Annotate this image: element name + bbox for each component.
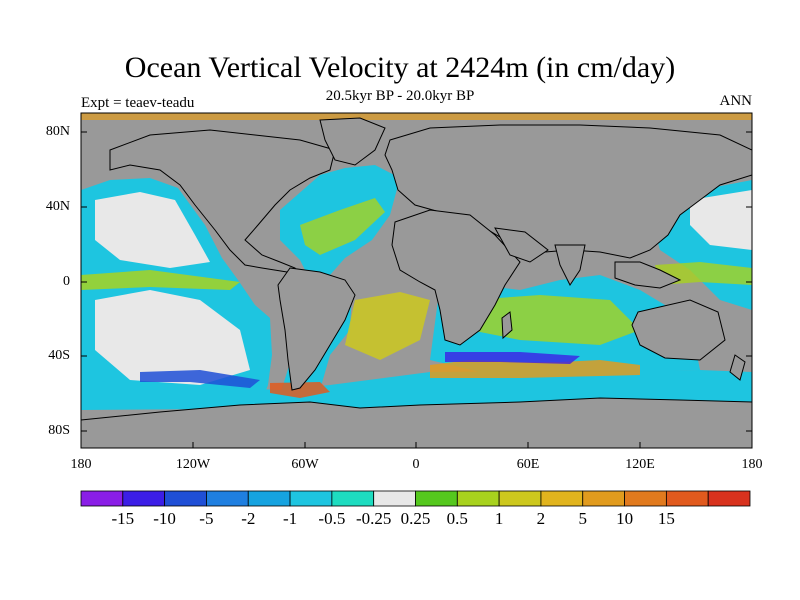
lon-label-120e: 120E [625, 457, 655, 472]
lon-label-180w: 180 [70, 457, 92, 472]
experiment-label: Expt = teaev-teadu [81, 95, 195, 111]
colorbar-swatch [80, 490, 124, 507]
colorbar-swatch [331, 490, 375, 507]
colorbar-label: 1 [494, 509, 504, 528]
eurasia [384, 124, 752, 259]
colorbar-swatch [624, 490, 667, 507]
lat-label-40n: 40N [45, 199, 70, 214]
arabia [494, 227, 549, 263]
lon-label-180e: 180 [741, 457, 763, 472]
ocean-pacific-east-calm2 [95, 290, 250, 385]
ocean-pacific-east-green [81, 270, 240, 290]
colorbar-label: -0.25 [355, 509, 392, 528]
colorbar-swatch [456, 490, 500, 507]
colorbar-label: -15 [111, 509, 135, 528]
colorbar-label: 15 [657, 509, 675, 528]
lon-label-120w: 120W [175, 457, 211, 472]
colorbar-label: -0.5 [318, 509, 346, 528]
lat-ticks [81, 131, 752, 432]
colorbar-swatch [707, 490, 751, 507]
colorbar-label: 0.25 [400, 509, 431, 528]
colorbar-swatch [582, 490, 625, 507]
ocean-nw-pacific-calm [690, 190, 752, 250]
new-zealand [729, 354, 746, 381]
colorbar-swatch [247, 490, 291, 507]
colorbar-label: -10 [153, 509, 176, 528]
lon-ticks [80, 442, 753, 448]
map-area [81, 113, 752, 448]
lon-label-60e: 60E [516, 457, 540, 472]
lon-label-60w: 60W [291, 457, 319, 472]
colorbar-label: 5 [578, 509, 588, 528]
colorbar-swatch [665, 490, 709, 507]
lon-label-0: 0 [412, 457, 420, 472]
ocean-atlantic-green [300, 198, 385, 255]
greenland [319, 117, 386, 166]
colorbar [80, 490, 751, 507]
madagascar [501, 311, 513, 340]
se-asia-islands [614, 261, 682, 289]
lat-label-0: 0 [63, 274, 70, 289]
ocean-southern-red [270, 382, 330, 398]
colorbar-swatch [540, 490, 584, 507]
ocean-southern-blue2 [445, 352, 580, 364]
map-subtitle: 20.5kyr BP - 20.0kyr BP [325, 88, 475, 104]
colorbar-swatch [498, 490, 542, 507]
south-america [277, 267, 356, 391]
lat-label-80n: 80N [45, 124, 70, 139]
north-america [109, 129, 336, 276]
colorbar-swatch [122, 490, 166, 507]
colorbar-label: -5 [199, 509, 214, 528]
ocean-southern-orange [430, 360, 640, 378]
australia [631, 299, 726, 361]
ocean-arctic [81, 113, 752, 120]
colorbar-swatch [164, 490, 207, 507]
colorbar-label: 10 [616, 509, 634, 528]
colorbar-swatch [206, 490, 249, 507]
india [554, 244, 586, 286]
colorbar-swatch [289, 490, 333, 507]
lat-label-80s: 80S [48, 423, 70, 438]
colorbar-label: 0.5 [446, 509, 468, 528]
colorbar-swatch [373, 490, 416, 507]
lat-label-40s: 40S [48, 348, 70, 363]
colorbar-label: -2 [241, 509, 256, 528]
season-label: ANN [719, 93, 753, 109]
colorbar-swatch [415, 490, 458, 507]
land-masses [81, 117, 752, 448]
colorbar-label: -1 [283, 509, 298, 528]
ocean-pacific-east-calm [95, 192, 210, 268]
ocean-atlantic-south [345, 292, 430, 360]
africa [391, 209, 521, 346]
colorbar-label: 2 [536, 509, 546, 528]
antarctica [81, 397, 752, 448]
ocean-indian-green [470, 295, 640, 345]
ocean-southern-blue [140, 370, 260, 388]
map-title: Ocean Vertical Velocity at 2424m (in cm/… [124, 51, 676, 84]
